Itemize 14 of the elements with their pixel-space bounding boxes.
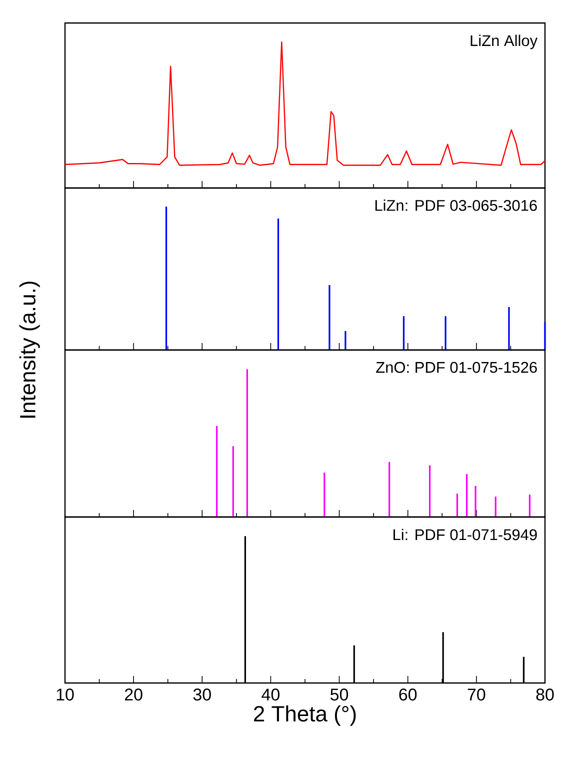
chart-title: LiZn Alloy	[470, 34, 538, 50]
chart-title: LiZn: PDF 03-065-3016	[375, 200, 537, 211]
y-axis-title: Intensity (a.u.)	[19, 282, 40, 418]
x-tick-label: 50	[330, 688, 348, 701]
chart-title: Li: PDF 01-071-5949	[394, 528, 537, 540]
x-tick-label: 80	[536, 688, 554, 701]
chart-title: ZnO: PDF 01-075-1526	[376, 362, 537, 373]
x-tick-label: 20	[124, 688, 142, 701]
x-tick-label: 70	[468, 688, 486, 701]
x-tick-label: 30	[193, 688, 211, 701]
x-tick-label: 10	[56, 688, 74, 701]
x-axis-title: 2 Theta (°)	[254, 705, 356, 726]
x-tick-label: 40	[262, 688, 280, 701]
x-tick-label: 60	[399, 688, 417, 701]
